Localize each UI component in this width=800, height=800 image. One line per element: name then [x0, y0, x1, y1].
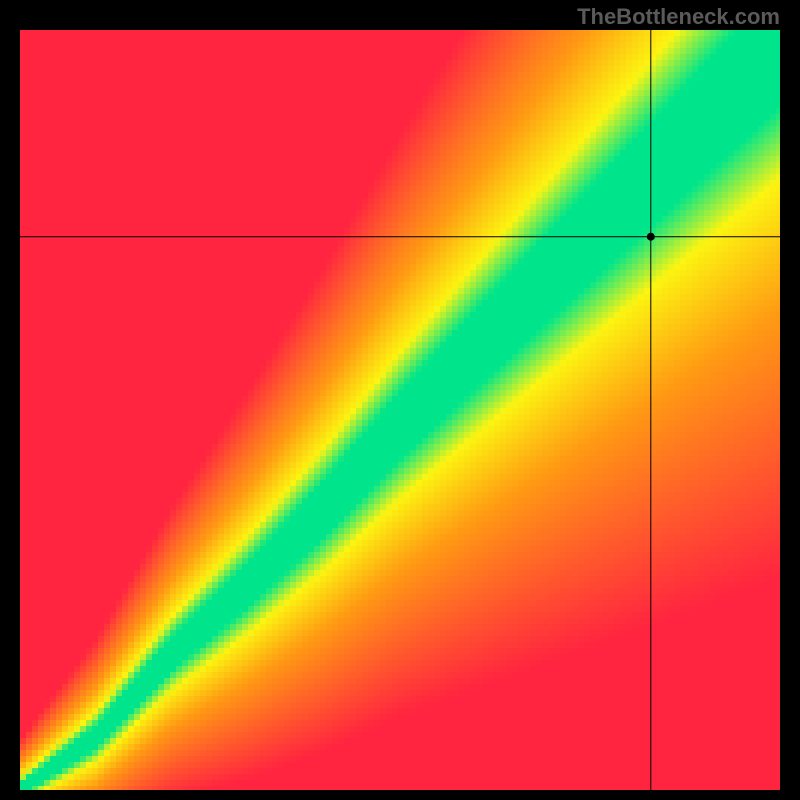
heatmap-svg [20, 30, 780, 790]
watermark-text: TheBottleneck.com [577, 4, 780, 30]
marker-point [647, 233, 655, 241]
bottleneck-heatmap [20, 30, 780, 790]
